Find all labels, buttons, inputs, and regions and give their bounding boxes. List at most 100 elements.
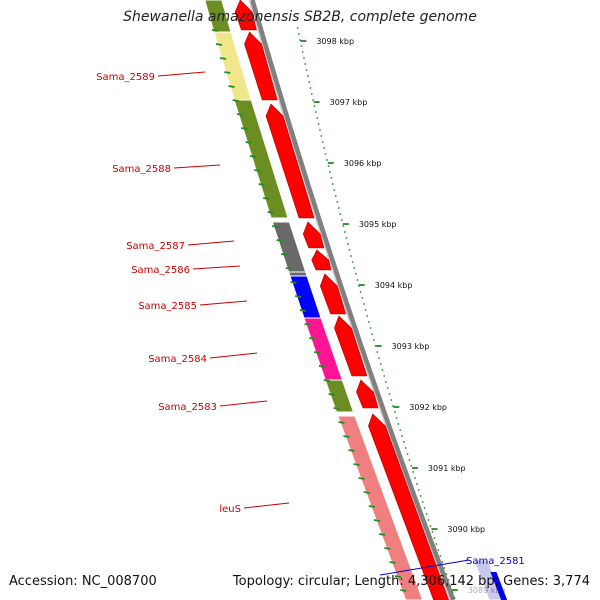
gc-tick — [348, 449, 355, 452]
gc-tick — [267, 211, 274, 214]
ruler-dot — [395, 417, 398, 419]
gene-block-sama_2586 — [287, 271, 308, 277]
ruler-dot — [393, 411, 396, 413]
backbone-track — [248, 0, 456, 600]
backbone-line — [249, 0, 456, 600]
gene-block-upstream — [204, 0, 232, 33]
ruler-dot — [331, 183, 334, 185]
gc-tick — [219, 57, 227, 60]
gene-label-leader — [243, 502, 290, 509]
gene-label-sama_2589[interactable]: Sama_2589 — [96, 72, 155, 83]
ruler-dot — [431, 531, 434, 533]
ruler-dot — [297, 33, 300, 35]
gc-tick — [236, 113, 244, 116]
cds-arrow — [311, 249, 332, 271]
gc-tick — [379, 533, 386, 536]
gene-block-leus — [337, 415, 424, 600]
map-title: Shewanella amazonensis SB2B, complete ge… — [123, 9, 477, 25]
ruler-dot — [353, 267, 356, 269]
gene-block-sama_2587 — [271, 221, 307, 273]
ruler-dot — [421, 501, 424, 503]
ruler-dot — [379, 363, 382, 365]
ruler-dot — [406, 453, 409, 455]
gene-block-sama_2581 — [473, 559, 504, 600]
ruler-label: 3091 kbp — [428, 464, 466, 473]
gene-label-sama_2588[interactable]: Sama_2588 — [112, 164, 171, 175]
ruler-dot — [347, 243, 349, 245]
ruler-label: 3093 kbp — [392, 342, 430, 351]
gc-tick — [271, 225, 279, 228]
gc-tick — [309, 337, 316, 340]
gc-tick — [215, 43, 223, 46]
gc-tick — [384, 547, 391, 550]
gc-tick — [263, 197, 270, 200]
gene-label-sama_2583[interactable]: Sama_2583 — [158, 402, 217, 413]
ruler-dot — [359, 291, 362, 293]
cds-arrow — [334, 315, 368, 377]
gene-label-sama_2587[interactable]: Sama_2587 — [126, 241, 185, 252]
gc-tick — [276, 239, 283, 242]
cds-arrow-track — [234, 0, 508, 600]
ruler-dot — [329, 171, 331, 173]
gene-labels: Sama_2589 Sama_2588 Sama_2587 Sama_2586 Sama… — [96, 71, 525, 576]
ruler-dot — [327, 165, 330, 167]
gc-tick — [254, 169, 261, 172]
ruler-dot — [314, 111, 317, 113]
gene-label-leader — [199, 300, 248, 306]
gc-tick — [394, 575, 402, 578]
ruler-dot — [449, 585, 452, 587]
gene-label-sama_2581[interactable]: Sama_2581 — [466, 556, 525, 567]
ruler-dot — [423, 507, 426, 509]
ruler-dot — [419, 495, 422, 497]
ruler-dot — [397, 423, 400, 425]
ruler-dot — [441, 561, 444, 563]
gc-tick — [228, 85, 235, 88]
ruler-label: 3097 kbp — [330, 98, 368, 107]
ruler-dot — [364, 309, 367, 311]
ruler-dot — [361, 297, 364, 299]
ruler-dot — [308, 81, 311, 83]
gene-label-leus[interactable]: leuS — [219, 504, 241, 515]
ruler-dot — [372, 339, 375, 341]
ruler-dot — [351, 261, 354, 263]
ruler-dot — [343, 231, 346, 233]
ruler-dot — [342, 225, 345, 227]
ruler-dot — [305, 69, 308, 71]
gene-label-leader — [379, 559, 470, 576]
gc-tick — [389, 561, 396, 564]
ruler-dot — [386, 387, 389, 389]
gc-tick — [353, 463, 360, 466]
ruler-dot — [410, 465, 413, 467]
ruler-dot — [369, 327, 372, 329]
ruler-dot — [371, 333, 374, 335]
ruler-dot — [301, 51, 304, 53]
gc-tick — [368, 505, 375, 508]
gene-label-leader — [187, 240, 235, 246]
ruler-dot — [348, 249, 351, 251]
gene-label-sama_2586[interactable]: Sama_2586 — [131, 265, 190, 276]
ruler-dot — [316, 117, 319, 119]
ruler-dot — [310, 93, 313, 95]
gene-label-leader — [209, 352, 258, 359]
ruler-dot — [324, 153, 327, 155]
gene-label-sama_2585[interactable]: Sama_2585 — [138, 301, 197, 312]
ruler-dot — [416, 483, 418, 485]
ruler-dot — [306, 75, 309, 77]
ruler-dot — [337, 207, 340, 209]
ruler-dot — [317, 123, 320, 125]
ruler-dot — [437, 549, 440, 551]
gene-label-sama_2584[interactable]: Sama_2584 — [148, 354, 207, 365]
ruler-label: 3095 kbp — [359, 220, 397, 229]
cds-arrow — [244, 31, 278, 101]
ruler-dot — [309, 87, 312, 89]
ruler-dot — [383, 375, 386, 377]
ruler-dot — [330, 177, 333, 179]
gene-label-leader — [219, 400, 268, 407]
ruler-dot — [356, 279, 359, 281]
gc-tick — [241, 127, 248, 130]
gene-block-sama_2583 — [324, 379, 355, 413]
ruler-dot — [362, 303, 365, 305]
ruler-dot — [300, 45, 303, 47]
